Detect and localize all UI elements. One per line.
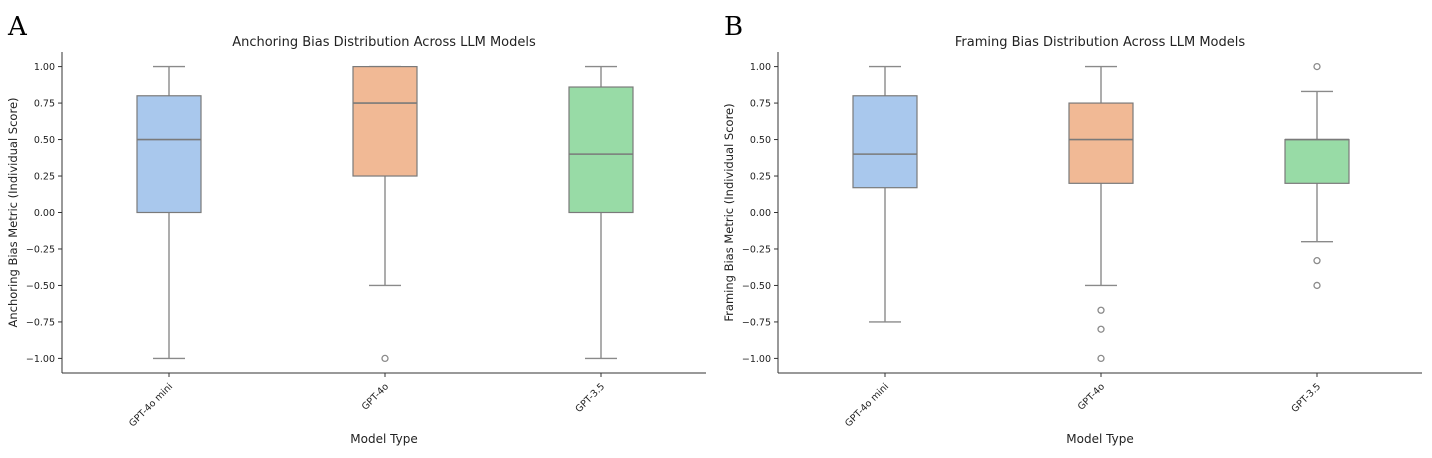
box-gpt-3-5: [568, 65, 634, 360]
x-tick-label: GPT-4o mini: [127, 381, 175, 429]
iqr-box: [852, 95, 918, 189]
y-tick-label: 0.75: [34, 99, 55, 110]
y-tick-label: 1.00: [34, 62, 55, 73]
y-tick-label: 0.00: [750, 208, 771, 219]
y-tick-label: −0.75: [26, 317, 55, 328]
box-gpt-4o: [352, 65, 418, 363]
y-tick-label: 0.75: [750, 99, 771, 110]
x-tick-label: GPT-4o: [360, 381, 391, 412]
x-tick-label: GPT-4o: [1076, 381, 1107, 412]
y-tick-label: 0.50: [34, 135, 55, 146]
iqr-box: [568, 86, 634, 214]
y-tick-label: −0.75: [742, 317, 771, 328]
box-gpt-4o-mini: [136, 65, 202, 360]
y-tick-label: −0.25: [26, 244, 55, 255]
box-gpt-4o: [1068, 65, 1134, 363]
y-axis-label: Anchoring Bias Metric (Individual Score): [6, 98, 20, 328]
outlier-point: [1313, 281, 1321, 290]
chart-title: Framing Bias Distribution Across LLM Mod…: [955, 35, 1245, 50]
outlier-point: [1313, 62, 1321, 71]
box-gpt-4o-mini: [852, 65, 918, 323]
y-tick-label: −0.50: [742, 281, 771, 292]
outlier-point: [1097, 325, 1105, 333]
framing-bias-boxplot: Framing Bias Distribution Across LLM Mod…: [722, 35, 1422, 446]
x-tick-label: GPT-4o mini: [843, 381, 891, 429]
panel-b: B Framing Bias Distribution Across LLM M…: [716, 0, 1432, 454]
y-axis-label: Framing Bias Metric (Individual Score): [722, 103, 736, 321]
y-tick-label: −1.00: [742, 354, 771, 365]
y-tick-label: 0.25: [34, 172, 55, 183]
panel-letter: B: [724, 12, 744, 42]
iqr-box: [1068, 102, 1134, 184]
outlier-point: [1313, 256, 1321, 265]
chart-title: Anchoring Bias Distribution Across LLM M…: [232, 35, 536, 50]
iqr-box: [352, 65, 418, 177]
outlier-point: [381, 354, 389, 363]
panel-a: A Anchoring Bias Distribution Across LLM…: [0, 0, 716, 454]
box-gpt-3-5: [1284, 62, 1350, 290]
iqr-box: [136, 95, 202, 214]
iqr-box: [1284, 138, 1350, 184]
x-tick-label: GPT-3.5: [573, 381, 607, 415]
x-axis-label: Model Type: [350, 432, 417, 446]
x-tick-label: GPT-3.5: [1289, 381, 1323, 415]
anchoring-bias-boxplot: Anchoring Bias Distribution Across LLM M…: [6, 35, 706, 446]
outlier-point: [1097, 306, 1105, 314]
y-tick-label: 0.25: [750, 172, 771, 183]
outlier-point: [1097, 354, 1105, 363]
panel-letter: A: [8, 12, 27, 42]
y-tick-label: 0.00: [34, 208, 55, 219]
x-axis-label: Model Type: [1066, 432, 1133, 446]
y-tick-label: −1.00: [26, 354, 55, 365]
y-tick-label: −0.25: [742, 244, 771, 255]
y-tick-label: 1.00: [750, 62, 771, 73]
y-tick-label: 0.50: [750, 135, 771, 146]
y-tick-label: −0.50: [26, 281, 55, 292]
